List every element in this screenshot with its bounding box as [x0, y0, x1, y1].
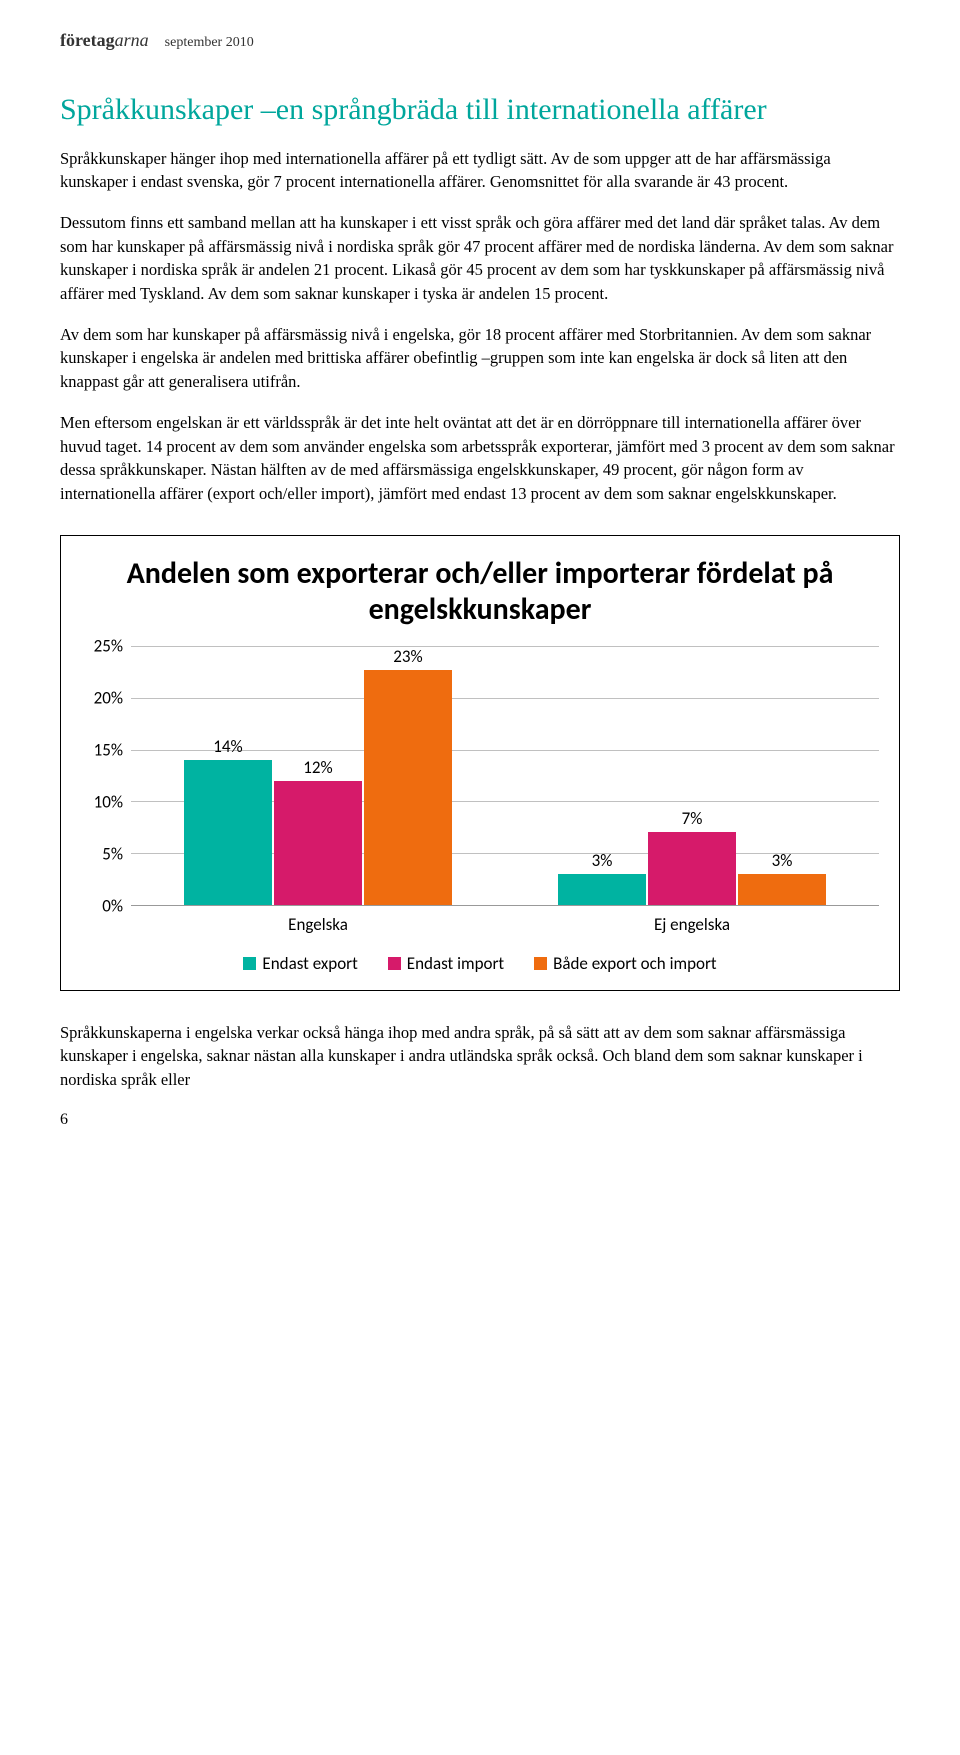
bar-wrap: 14% [183, 646, 273, 905]
legend-item: Endast export [243, 953, 357, 974]
chart-y-axis: 25% 20% 15% 10% 5% 0% [81, 646, 131, 906]
bar-value-label: 3% [772, 850, 793, 871]
page-header: företagarna september 2010 [60, 30, 900, 51]
brand-text-2: arna [115, 30, 149, 50]
bar-value-label: 14% [213, 736, 242, 757]
header-date: september 2010 [165, 35, 254, 51]
legend-label: Endast import [407, 953, 504, 974]
section-title: Språkkunskaper –en språngbräda till inte… [60, 91, 900, 129]
bar-wrap: 3% [737, 646, 827, 905]
legend-label: Endast export [262, 953, 357, 974]
brand-logo: företagarna [60, 30, 149, 51]
bar-group: 14% 12% 23% [131, 646, 505, 905]
bar-group: 3% 7% 3% [505, 646, 879, 905]
y-tick-5: 5% [102, 843, 123, 864]
paragraph-3: Av dem som har kunskaper på affärsmässig… [60, 323, 900, 393]
chart-grid: 14% 12% 23% 3% 7% 3% [131, 646, 879, 906]
paragraph-2: Dessutom finns ett samband mellan att ha… [60, 211, 900, 305]
y-tick-25: 25% [94, 635, 123, 656]
legend-swatch [243, 957, 256, 970]
bar-wrap: 7% [647, 646, 737, 905]
chart-title: Andelen som exporterar och/eller importe… [81, 556, 879, 628]
bar-value-label: 7% [682, 808, 703, 829]
bar-value-label: 23% [393, 646, 422, 667]
bar [274, 781, 362, 905]
bar [184, 760, 272, 905]
y-tick-10: 10% [94, 791, 123, 812]
bar-wrap: 23% [363, 646, 453, 905]
chart-plot-area: 25% 20% 15% 10% 5% 0% 14% 12% 23% 3% 7% 3% [81, 646, 879, 906]
x-label-0: Engelska [131, 914, 505, 935]
paragraph-1: Språkkunskaper hänger ihop med internati… [60, 147, 900, 194]
page-number: 6 [60, 1111, 900, 1129]
y-tick-20: 20% [94, 687, 123, 708]
bar-wrap: 3% [557, 646, 647, 905]
bar [558, 874, 646, 905]
legend-label: Både export och import [553, 953, 716, 974]
brand-text-1: företag [60, 30, 115, 50]
legend-item: Både export och import [534, 953, 716, 974]
legend-swatch [388, 957, 401, 970]
chart-legend: Endast export Endast import Både export oc… [81, 953, 879, 974]
bar-value-label: 12% [303, 757, 332, 778]
chart-x-axis: Engelska Ej engelska [131, 906, 879, 935]
bar [738, 874, 826, 905]
paragraph-4: Men eftersom engelskan är ett världssprå… [60, 411, 900, 505]
bar [648, 832, 736, 905]
bar-wrap: 12% [273, 646, 363, 905]
bar-value-label: 3% [592, 850, 613, 871]
chart-bars: 14% 12% 23% 3% 7% 3% [131, 646, 879, 905]
chart-container: Andelen som exporterar och/eller importe… [60, 535, 900, 991]
y-tick-0: 0% [102, 895, 123, 916]
x-label-1: Ej engelska [505, 914, 879, 935]
y-tick-15: 15% [94, 739, 123, 760]
bar [364, 670, 452, 905]
legend-swatch [534, 957, 547, 970]
legend-item: Endast import [388, 953, 504, 974]
footer-paragraph: Språkkunskaperna i engelska verkar också… [60, 1021, 900, 1091]
